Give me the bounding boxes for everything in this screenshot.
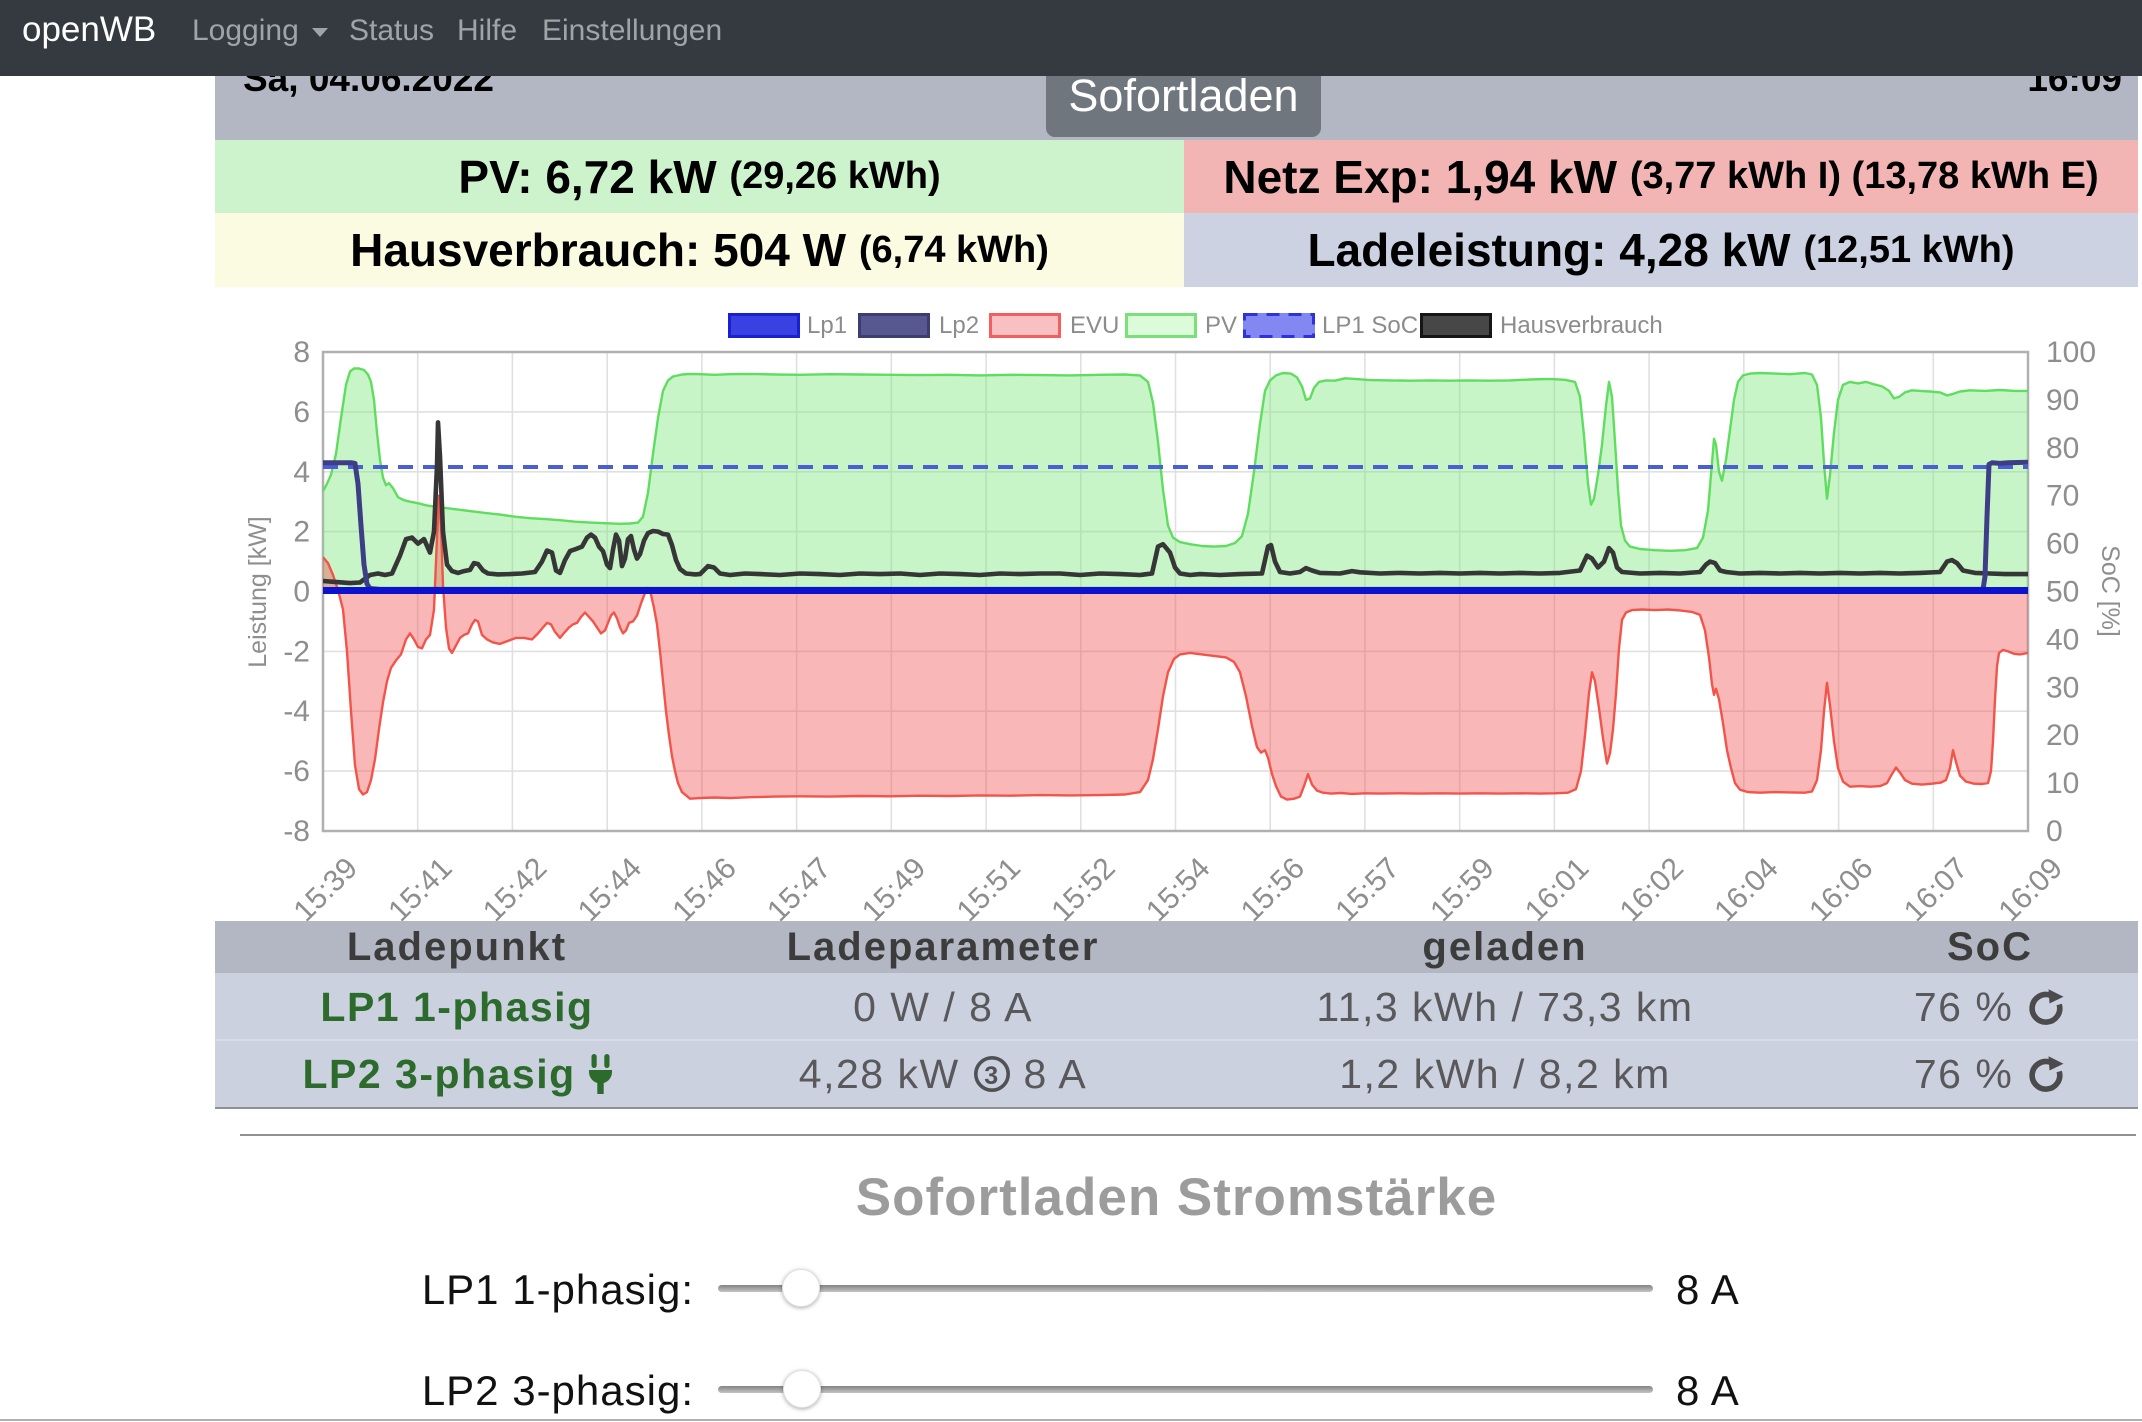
svg-text:50: 50	[2046, 576, 2079, 609]
svg-text:8: 8	[293, 336, 310, 369]
svg-text:15:41: 15:41	[382, 852, 458, 928]
svg-text:20: 20	[2046, 719, 2079, 752]
svg-text:16:01: 16:01	[1519, 852, 1595, 928]
svg-text:15:49: 15:49	[856, 852, 932, 928]
svg-text:Leistung [kW]: Leistung [kW]	[244, 516, 272, 667]
svg-text:4: 4	[293, 456, 310, 489]
svg-text:40: 40	[2046, 623, 2079, 656]
svg-text:15:42: 15:42	[477, 852, 553, 928]
svg-text:16:06: 16:06	[1803, 852, 1879, 928]
svg-text:15:39: 15:39	[288, 852, 364, 928]
svg-text:15:57: 15:57	[1329, 852, 1405, 928]
svg-text:30: 30	[2046, 671, 2079, 704]
svg-text:3: 3	[984, 1062, 999, 1090]
svg-text:0: 0	[2046, 815, 2063, 848]
svg-text:90: 90	[2046, 384, 2079, 417]
svg-text:15:51: 15:51	[951, 852, 1027, 928]
svg-text:-6: -6	[283, 755, 310, 788]
svg-text:-4: -4	[283, 695, 310, 728]
svg-text:15:54: 15:54	[1140, 852, 1216, 928]
svg-text:16:07: 16:07	[1898, 852, 1974, 928]
svg-text:15:44: 15:44	[572, 852, 648, 928]
svg-text:15:59: 15:59	[1424, 852, 1500, 928]
svg-text:15:46: 15:46	[666, 852, 742, 928]
svg-text:10: 10	[2046, 767, 2079, 800]
svg-text:16:09: 16:09	[1993, 852, 2069, 928]
svg-text:80: 80	[2046, 432, 2079, 465]
svg-text:100: 100	[2046, 336, 2096, 369]
svg-text:15:56: 15:56	[1235, 852, 1311, 928]
svg-text:16:04: 16:04	[1708, 852, 1784, 928]
svg-text:-2: -2	[283, 635, 310, 668]
svg-text:70: 70	[2046, 480, 2079, 513]
svg-text:15:52: 15:52	[1045, 852, 1121, 928]
svg-text:SoC [%]: SoC [%]	[2096, 545, 2124, 637]
svg-text:2: 2	[293, 516, 310, 549]
svg-text:-8: -8	[283, 815, 310, 848]
svg-text:60: 60	[2046, 528, 2079, 561]
svg-text:16:02: 16:02	[1614, 852, 1690, 928]
svg-text:15:47: 15:47	[761, 852, 837, 928]
svg-text:0: 0	[293, 576, 310, 609]
svg-text:6: 6	[293, 396, 310, 429]
